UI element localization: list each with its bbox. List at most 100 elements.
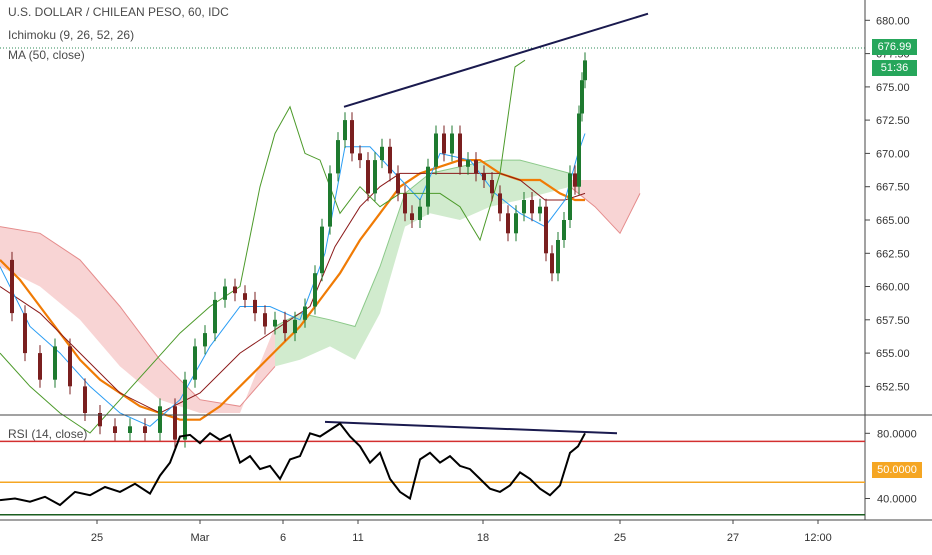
candle-body	[366, 160, 370, 194]
rsi-axis[interactable]: 80.0000 40.0000	[865, 428, 917, 506]
time-tick-label: 12:00	[804, 532, 832, 544]
candle-body	[556, 240, 560, 274]
candle-body	[253, 299, 257, 314]
candle-body	[273, 319, 277, 327]
candle-body	[320, 226, 324, 274]
time-tick-label: 25	[91, 532, 103, 544]
candle-body	[474, 160, 478, 174]
trendline-price[interactable]	[343, 12, 649, 108]
trendline-rsi[interactable]	[324, 420, 618, 435]
candle-body	[143, 426, 147, 433]
candle-body	[358, 153, 362, 161]
candle-body	[10, 259, 14, 314]
candle-body	[98, 413, 102, 427]
price-tick-label: 667.50	[876, 182, 910, 194]
candle-body	[38, 353, 42, 380]
candle-body	[573, 173, 577, 187]
candle-body	[128, 426, 132, 433]
candlesticks	[10, 52, 587, 448]
rsi-legend[interactable]: RSI (14, close)	[8, 427, 88, 441]
candle-body	[183, 379, 187, 440]
ichimoku-legend[interactable]: Ichimoku (9, 26, 52, 26)	[8, 28, 135, 42]
cloud-bear-area	[0, 226, 275, 413]
trendlines[interactable]	[324, 12, 649, 435]
chikou-path	[0, 59, 526, 434]
candle-body	[522, 200, 526, 214]
candle-body	[293, 319, 297, 334]
candle-body	[580, 80, 584, 114]
candle-body	[336, 140, 340, 174]
price-tick-label: 670.00	[876, 148, 910, 160]
rsi-path	[0, 422, 586, 507]
candle-body	[243, 293, 247, 300]
chart-title: U.S. DOLLAR / CHILEAN PESO, 60, IDC	[8, 5, 229, 19]
price-tick-label: 655.00	[876, 348, 910, 360]
cloud-span-b	[0, 226, 276, 407]
time-tick-label: 11	[352, 532, 363, 544]
candle-body	[482, 173, 486, 181]
rsi-levels	[0, 440, 865, 516]
candle-body	[410, 213, 414, 220]
cloud-span-a	[274, 159, 571, 328]
candle-body	[403, 193, 407, 214]
candle-body	[373, 160, 377, 194]
candle-body	[380, 146, 384, 161]
candle-body	[418, 206, 422, 220]
price-tick-label: 675.00	[876, 82, 910, 94]
candle-body	[498, 193, 502, 214]
candle-body	[158, 406, 162, 433]
candle-body	[193, 346, 197, 380]
cloud-future-span	[569, 186, 641, 235]
candle-body	[53, 346, 57, 380]
candle-body	[83, 386, 87, 413]
candle-body	[490, 180, 494, 194]
time-tick-label: 18	[477, 532, 489, 544]
chikou-span	[0, 59, 526, 434]
candle-body	[68, 346, 72, 387]
candle-body	[113, 426, 117, 433]
price-tick-label: 660.00	[876, 282, 910, 294]
ma-legend[interactable]: MA (50, close)	[8, 48, 85, 62]
candle-body	[233, 286, 237, 294]
candle-body	[23, 313, 27, 354]
candle-body	[173, 406, 177, 440]
time-axis[interactable]: 25 Mar 6 11 18 25 27 12:00	[91, 520, 832, 544]
kijun-line	[0, 172, 586, 414]
candle-body	[450, 133, 454, 154]
candle-body	[466, 160, 470, 167]
candle-body	[213, 299, 217, 334]
candle-body	[203, 333, 207, 347]
candle-body	[583, 60, 587, 81]
candle-body	[303, 306, 307, 320]
price-tick-label: 672.50	[876, 115, 910, 127]
last-price-tag: 676.99	[872, 39, 917, 55]
price-tick-label: 680.00	[876, 15, 910, 27]
candle-body	[577, 113, 581, 187]
candle-body	[343, 120, 347, 141]
time-tick-label: 27	[727, 532, 739, 544]
candle-body	[514, 213, 518, 234]
time-tick-label: 6	[280, 532, 286, 544]
price-tick-label: 665.00	[876, 215, 910, 227]
candle-body	[550, 253, 554, 274]
candle-body	[313, 273, 317, 307]
candle-body	[388, 146, 392, 174]
candle-body	[458, 133, 462, 167]
candle-body	[568, 173, 572, 220]
candle-body	[426, 166, 430, 207]
candle-body	[442, 133, 446, 154]
price-tick-label: 657.50	[876, 315, 910, 327]
candle-body	[434, 133, 438, 167]
candle-body	[263, 313, 267, 327]
time-tick-label: 25	[614, 532, 626, 544]
candle-body	[538, 206, 542, 214]
rsi-line	[0, 422, 586, 507]
candle-body	[506, 213, 510, 234]
rsi-tick-label: 40.0000	[877, 494, 917, 506]
price-axis[interactable]: 680.00677.50675.00672.50670.00667.50665.…	[865, 15, 910, 393]
candle-body	[396, 173, 400, 194]
time-tick-label: Mar	[191, 532, 210, 544]
